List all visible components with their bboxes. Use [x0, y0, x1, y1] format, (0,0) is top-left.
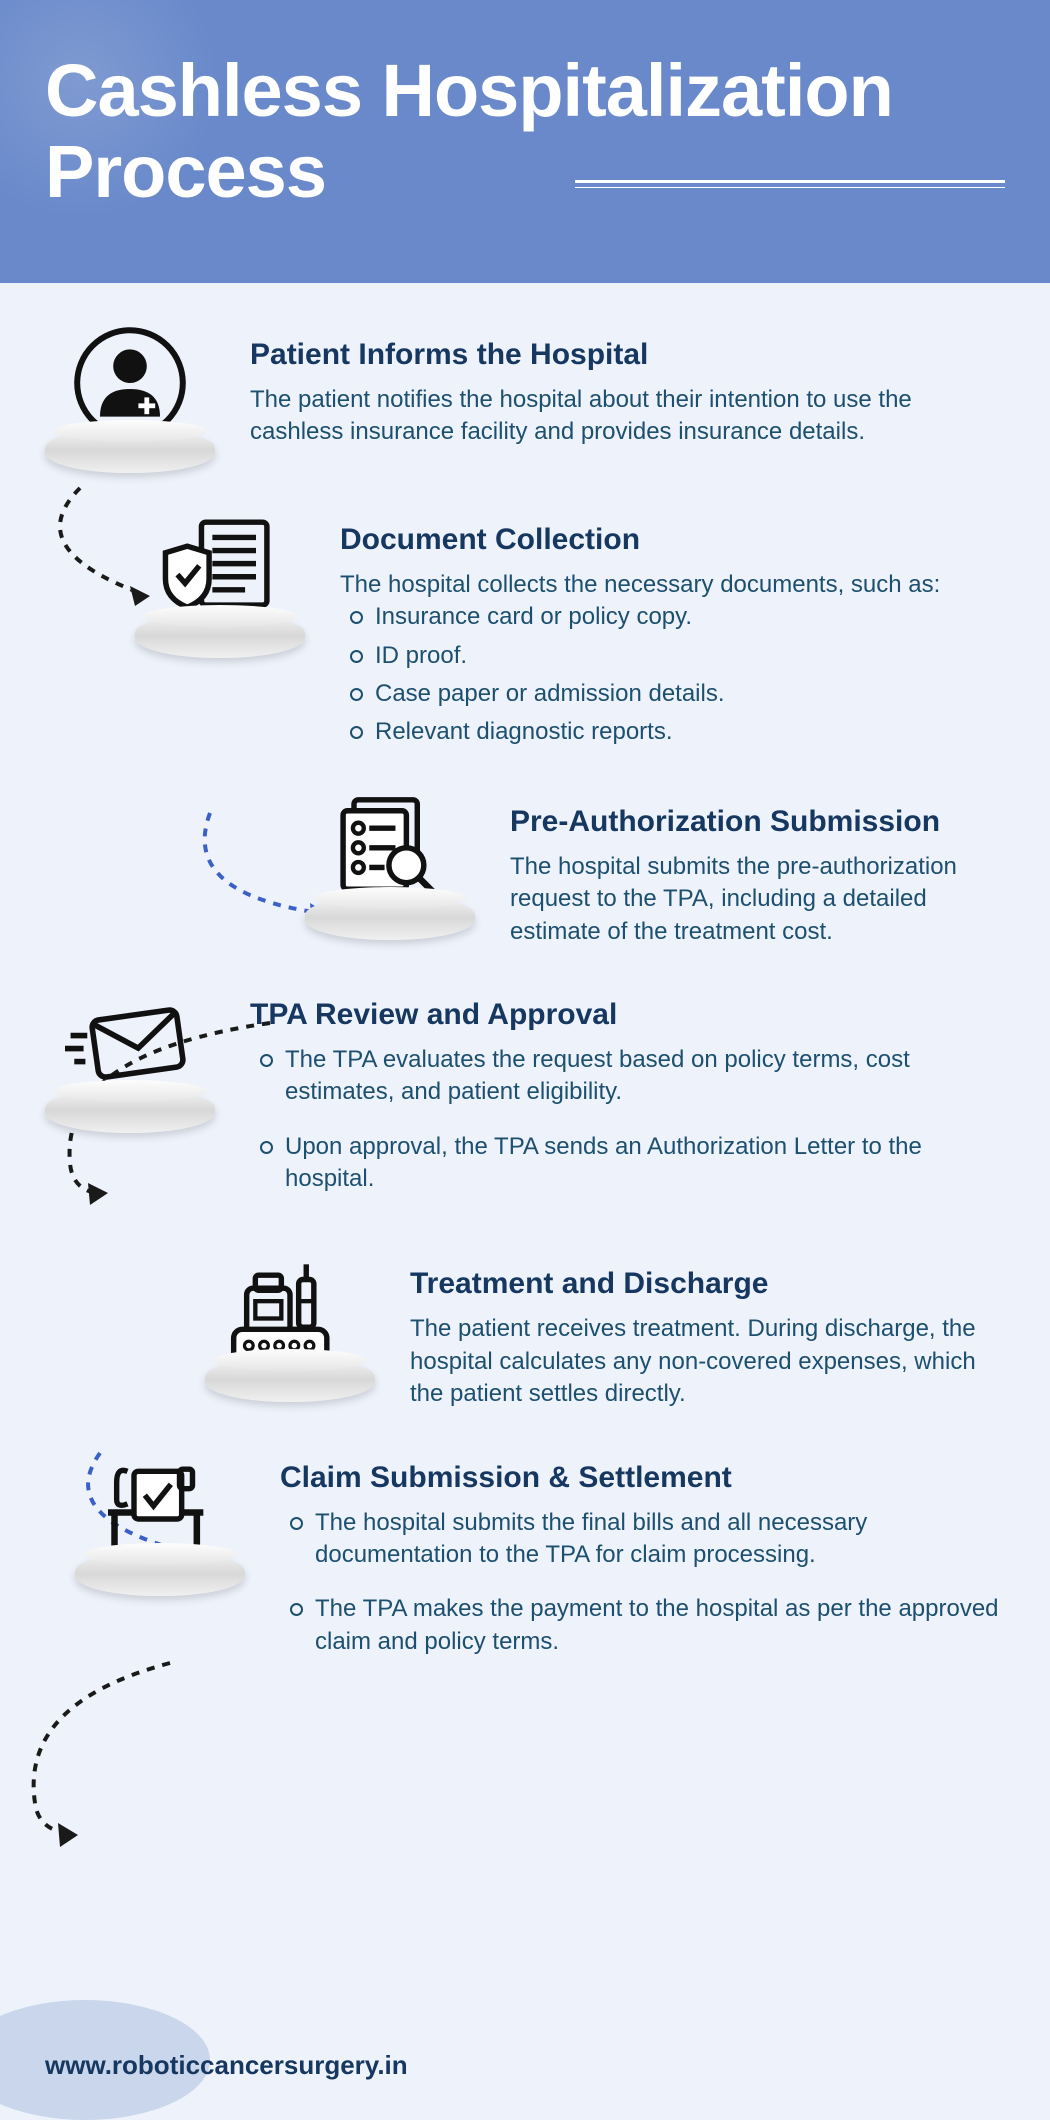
step-pedestal	[130, 508, 310, 658]
step-pedestal	[200, 1252, 380, 1402]
step-list: The TPA evaluates the request based on p…	[250, 1044, 1000, 1196]
step-6: Claim Submission & Settlement The hospit…	[50, 1446, 1000, 1681]
step-desc: The hospital collects the necessary docu…	[340, 569, 1000, 601]
step-list: The hospital submits the final bills and…	[280, 1507, 1000, 1659]
header: Cashless Hospitalization Process	[0, 0, 1050, 283]
page-title: Cashless Hospitalization Process	[45, 50, 1005, 213]
step-desc: The patient notifies the hospital about …	[250, 384, 1000, 449]
step-title: Pre-Authorization Submission	[510, 805, 1000, 839]
footer: www.roboticcancersurgery.in	[0, 2030, 1050, 2100]
list-item: The TPA evaluates the request based on p…	[285, 1044, 1000, 1109]
step-2: Document Collection The hospital collect…	[130, 508, 1000, 755]
step-5: Treatment and Discharge The patient rece…	[200, 1252, 1000, 1410]
footer-url: www.roboticcancersurgery.in	[45, 2050, 408, 2081]
list-item: The TPA makes the payment to the hospita…	[315, 1593, 1000, 1658]
list-item: Upon approval, the TPA sends an Authoriz…	[285, 1131, 1000, 1196]
list-item: The hospital submits the final bills and…	[315, 1507, 1000, 1572]
step-title: Patient Informs the Hospital	[250, 338, 1000, 372]
step-desc: The patient receives treatment. During d…	[410, 1313, 1000, 1410]
step-list: Insurance card or policy copy. ID proof.…	[340, 601, 1000, 749]
content-area: Patient Informs the Hospital The patient…	[0, 283, 1050, 1755]
step-4: TPA Review and Approval The TPA evaluate…	[50, 983, 1000, 1218]
step-pedestal	[70, 1446, 250, 1596]
step-title: Treatment and Discharge	[410, 1267, 1000, 1301]
step-3: Pre-Authorization Submission The hospita…	[300, 790, 1000, 948]
step-pedestal	[40, 323, 220, 473]
step-title: Claim Submission & Settlement	[280, 1461, 1000, 1495]
step-1: Patient Informs the Hospital The patient…	[50, 323, 1000, 473]
arrow-5-6	[10, 1653, 210, 1853]
list-item: Relevant diagnostic reports.	[375, 716, 1000, 748]
step-pedestal	[300, 790, 480, 940]
step-desc: The hospital submits the pre-authorizati…	[510, 851, 1000, 948]
step-title: Document Collection	[340, 523, 1000, 557]
list-item: Case paper or admission details.	[375, 678, 1000, 710]
step-title: TPA Review and Approval	[250, 998, 1000, 1032]
step-pedestal	[40, 983, 220, 1133]
list-item: ID proof.	[375, 640, 1000, 672]
list-item: Insurance card or policy copy.	[375, 601, 1000, 633]
header-divider	[575, 180, 1005, 188]
